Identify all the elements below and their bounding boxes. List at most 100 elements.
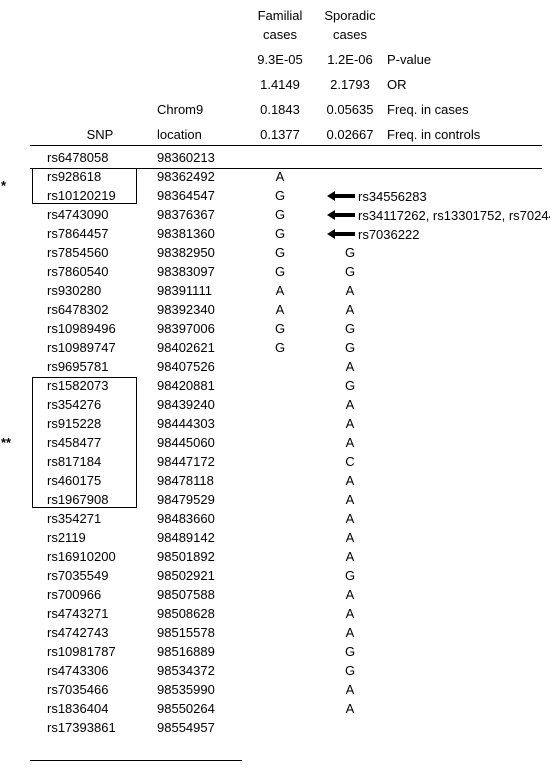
sporadic-allele: A	[315, 397, 385, 412]
box-highlight-1	[32, 168, 137, 204]
location-cell: 98479529	[155, 492, 245, 507]
table-row: rs211998489142A	[0, 528, 550, 547]
table-row: rs1691020098501892 A	[0, 547, 550, 566]
familial-allele: G	[245, 245, 315, 260]
location-cell: 98508628	[155, 606, 245, 621]
snp-cell: rs354271	[45, 511, 155, 526]
location-cell: 98362492	[155, 169, 245, 184]
table-row: rs474309098376367Grs34117262, rs13301752…	[0, 205, 550, 224]
hdr-familial-1: Familial	[245, 6, 315, 25]
freqctrl-label: Freq. in controls	[385, 125, 545, 144]
location-cell: 98402621	[155, 340, 245, 355]
rule-bottom	[30, 760, 242, 761]
table-row: rs1098178798516889G	[0, 642, 550, 661]
sporadic-allele: G	[315, 644, 385, 659]
familial-allele: G	[245, 264, 315, 279]
sporadic-allele: A	[315, 283, 385, 298]
familial-allele: A	[245, 169, 315, 184]
snp-cell: rs10989496	[45, 321, 155, 336]
snp-cell: rs7854560	[45, 245, 155, 260]
table-row: rs786054098383097GG	[0, 262, 550, 281]
or-sporadic: 2.1793	[315, 75, 385, 94]
snp-cell: rs4743271	[45, 606, 155, 621]
sporadic-allele: G	[315, 245, 385, 260]
location-cell: 98407526	[155, 359, 245, 374]
hdr-sporadic-1: Sporadic	[315, 6, 385, 25]
snp-cell: rs10989747	[45, 340, 155, 355]
snp-cell: rs7860540	[45, 264, 155, 279]
hdr-sporadic-2: cases	[315, 25, 385, 44]
freqcase-familial: 0.1843	[245, 100, 315, 119]
location-cell: 98392340	[155, 302, 245, 317]
snp-cell: rs9695781	[45, 359, 155, 374]
sporadic-allele: G	[315, 264, 385, 279]
arrow-icon	[327, 229, 355, 239]
snp-cell: rs16910200	[45, 549, 155, 564]
table-row: rs70096698507588A	[0, 585, 550, 604]
sporadic-allele: A	[315, 359, 385, 374]
table-row: rs969578198407526 A	[0, 357, 550, 376]
snp-cell: rs4742743	[45, 625, 155, 640]
sporadic-allele: G	[315, 340, 385, 355]
pval-label: P-value	[385, 50, 545, 69]
sporadic-allele: A	[315, 587, 385, 602]
freqcase-sporadic: 0.05635	[315, 100, 385, 119]
snp-cell: rs7035549	[45, 568, 155, 583]
sporadic-allele: G	[315, 568, 385, 583]
freqctrl-sporadic: 0.02667	[315, 125, 385, 144]
pval-sporadic: 1.2E-06	[315, 50, 385, 69]
location-cell: 98515578	[155, 625, 245, 640]
snp-cell: rs1836404	[45, 701, 155, 716]
location-cell: 98501892	[155, 549, 245, 564]
pval-familial: 9.3E-05	[245, 50, 315, 69]
header: Familial Sporadic cases cases 9.3E-05 1.…	[0, 6, 550, 144]
snp-cell: rs4743306	[45, 663, 155, 678]
sporadic-allele: A	[315, 701, 385, 716]
sporadic-allele: A	[315, 549, 385, 564]
arrow-icon	[327, 210, 355, 220]
snp-cell: rs10981787	[45, 644, 155, 659]
extra-annotation: rs34556283	[325, 187, 549, 203]
table-row: rs647830298392340AA	[0, 300, 550, 319]
freqcase-label: Freq. in cases	[385, 100, 545, 119]
location-cell: 98445060	[155, 435, 245, 450]
extra-text: rs7036222	[358, 227, 419, 242]
table-row: rs703554998502921G	[0, 566, 550, 585]
extra-text: rs34117262, rs13301752, rs7024435	[358, 208, 550, 223]
hdr-familial-2: cases	[245, 25, 315, 44]
location-cell: 98444303	[155, 416, 245, 431]
snp-cell: rs6478058	[45, 150, 155, 165]
snp-cell: rs6478302	[45, 302, 155, 317]
location-cell: 98381360	[155, 226, 245, 241]
familial-allele: G	[245, 340, 315, 355]
familial-allele: G	[245, 207, 315, 222]
asterisk-2: **	[1, 435, 11, 450]
sporadic-allele: A	[315, 302, 385, 317]
freqctrl-familial: 0.1377	[245, 125, 315, 144]
or-label: OR	[385, 75, 545, 94]
location-cell: 98534372	[155, 663, 245, 678]
familial-allele: G	[245, 321, 315, 336]
snp-cell: rs700966	[45, 587, 155, 602]
table-row: rs474274398515578A	[0, 623, 550, 642]
sporadic-allele: C	[315, 454, 385, 469]
location-cell: 98554957	[155, 720, 245, 735]
loc-label: location	[155, 125, 245, 144]
table-row: rs1739386198554957	[0, 718, 550, 737]
location-cell: 98382950	[155, 245, 245, 260]
extra-text: rs34556283	[358, 189, 427, 204]
sporadic-allele: A	[315, 492, 385, 507]
table-row: rs785456098382950GG	[0, 243, 550, 262]
table-row: rs786445798381360Grs7036222	[0, 224, 550, 243]
familial-allele: A	[245, 283, 315, 298]
rule-top	[30, 145, 542, 146]
location-cell: 98397006	[155, 321, 245, 336]
figure-page: Familial Sporadic cases cases 9.3E-05 1.…	[0, 0, 550, 773]
table-row: rs183640498550264A	[0, 699, 550, 718]
sporadic-allele: A	[315, 511, 385, 526]
sporadic-allele: A	[315, 682, 385, 697]
asterisk-1: *	[1, 178, 6, 193]
snp-cell: rs17393861	[45, 720, 155, 735]
location-cell: 98376367	[155, 207, 245, 222]
snp-cell: rs2119	[45, 530, 155, 545]
